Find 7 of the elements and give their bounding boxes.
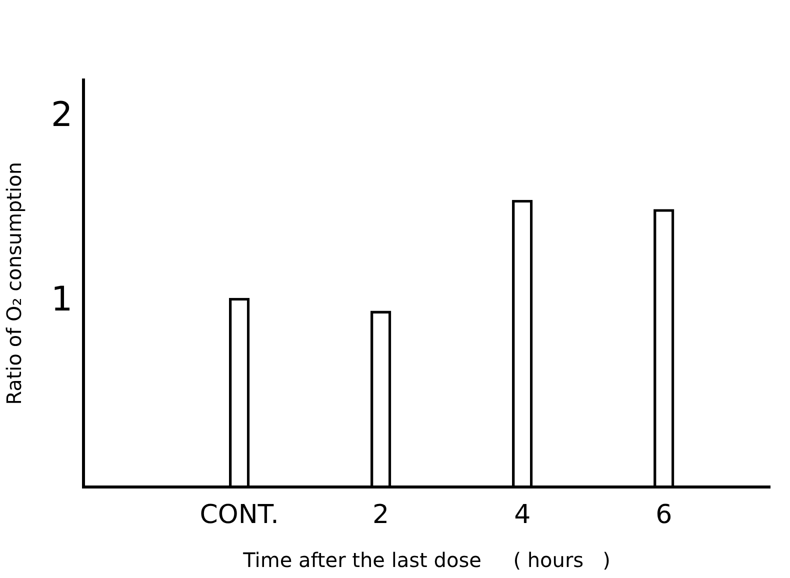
x-tick-label: 6 <box>656 500 672 530</box>
x-tick-label: 4 <box>514 500 531 530</box>
x-tick-label: 2 <box>372 500 390 530</box>
y-axis-title: Ratio of O₂ consumption <box>2 162 26 405</box>
x-axis-title: Time after the last dose ( hours ) <box>242 548 610 572</box>
x-tick-label: CONT. <box>200 500 279 530</box>
y-tick-label: 1 <box>50 280 73 320</box>
